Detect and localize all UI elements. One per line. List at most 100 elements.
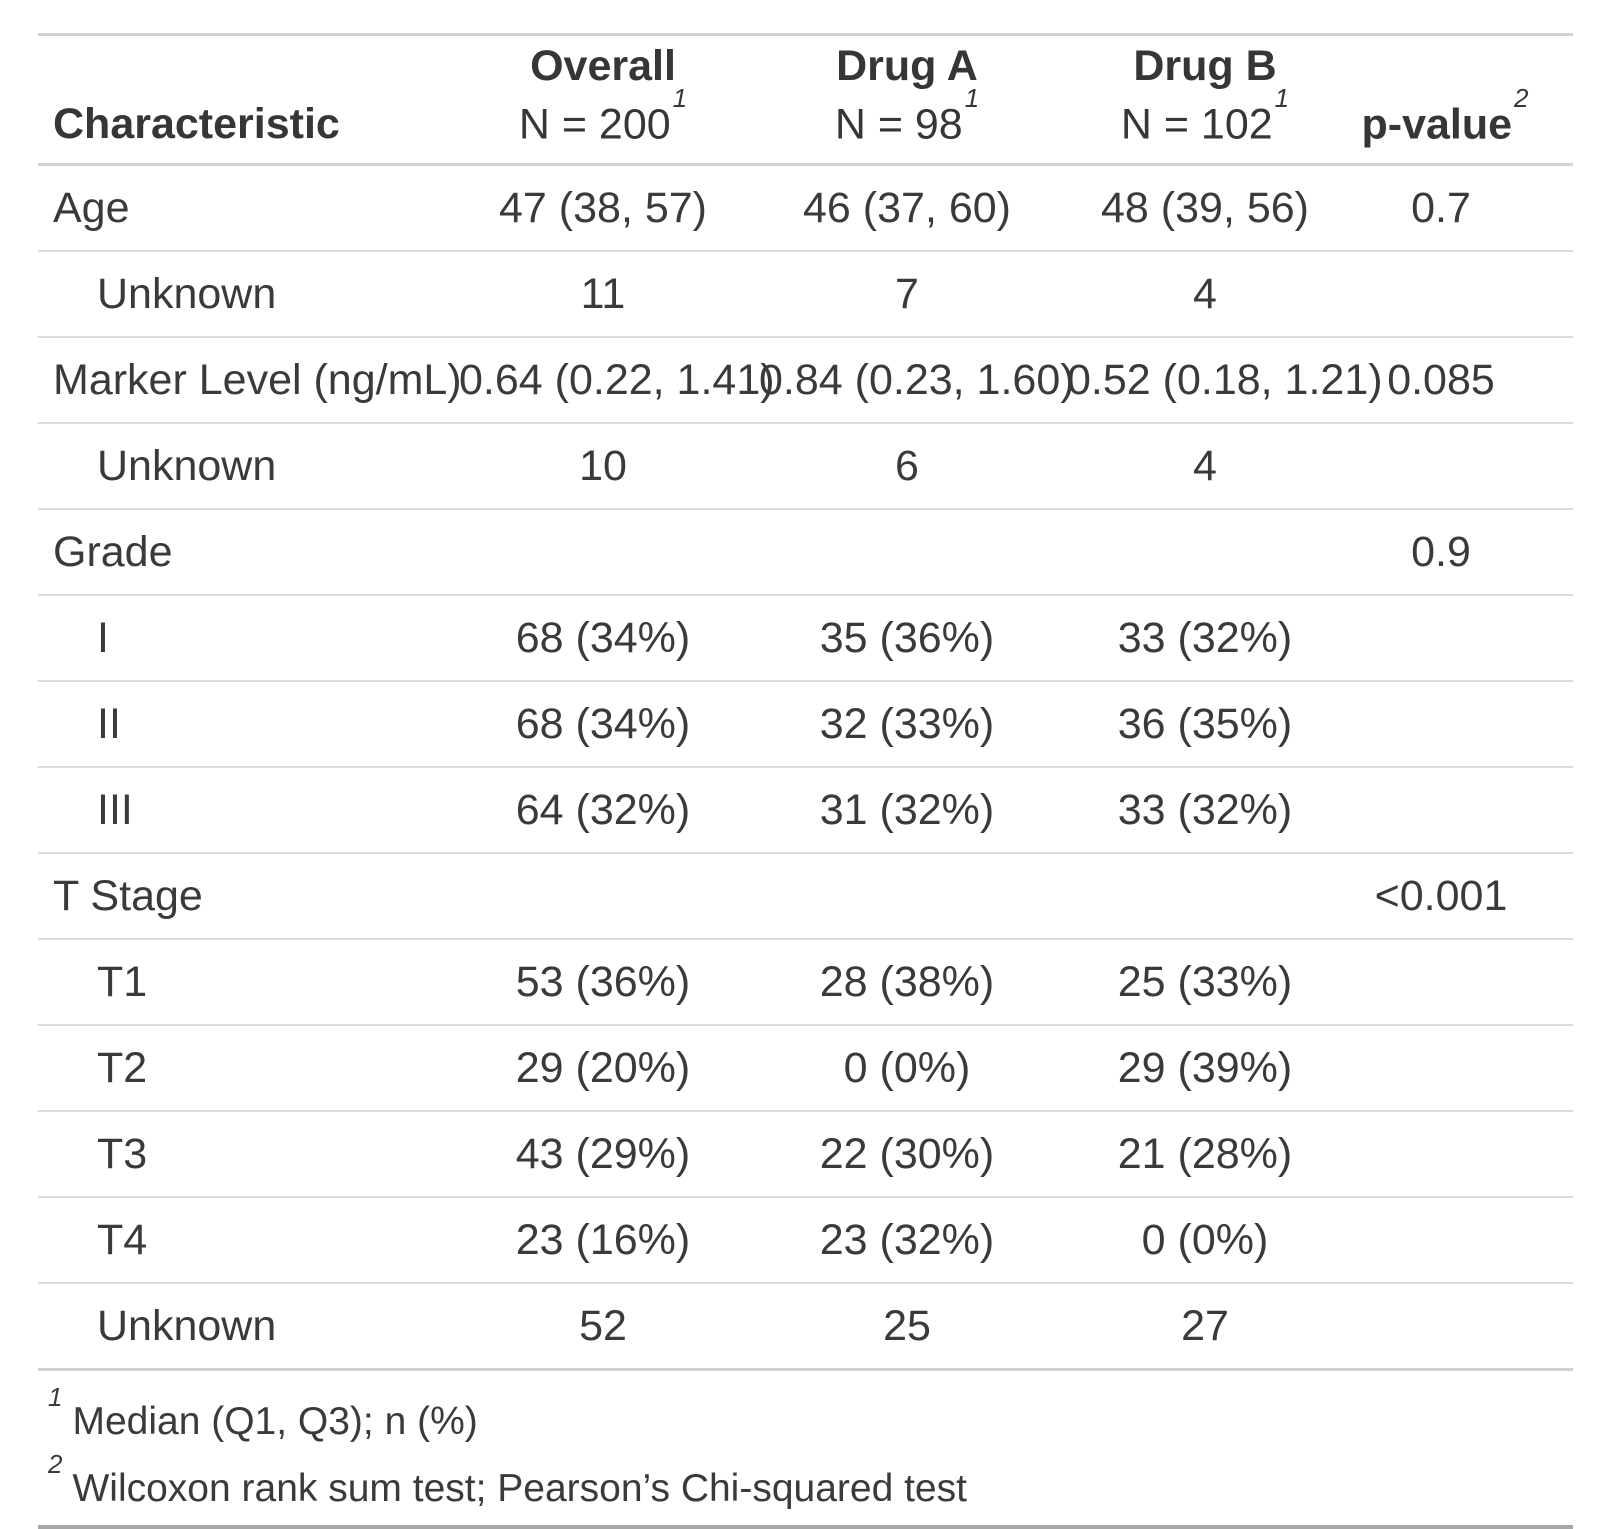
cell-drug-b: 4 — [1061, 251, 1349, 339]
cell-p-value — [1349, 1025, 1573, 1113]
footnote-1-text: Median (Q1, Q3); n (%) — [72, 1400, 478, 1444]
table-row-t3: T3 43 (29%) 22 (30%) 21 (28%) — [38, 1111, 1573, 1199]
cell-drug-a: 22 (30%) — [753, 1111, 1061, 1199]
col-header-overall: Overall N = 2001 — [453, 32, 753, 167]
cell-overall: 68 (34%) — [453, 681, 753, 769]
cell-p-value — [1349, 251, 1573, 339]
cell-drug-a: 0 (0%) — [753, 1025, 1061, 1113]
cell-drug-b: 25 (33%) — [1061, 939, 1349, 1027]
p-value-header-text: p-value — [1361, 100, 1513, 149]
table-row-t1: T1 53 (36%) 28 (38%) 25 (33%) — [38, 939, 1573, 1027]
col-header-drug-b: Drug B N = 1021 — [1061, 32, 1349, 167]
cell-drug-a: 46 (37, 60) — [753, 164, 1061, 253]
cell-drug-b: 48 (39, 56) — [1061, 164, 1349, 253]
cell-drug-b — [1061, 853, 1349, 941]
footnote-mark-icon: 1 — [964, 82, 980, 113]
row-label: Marker Level (ng/mL) — [38, 337, 462, 425]
cell-p-value: 0.9 — [1349, 509, 1573, 597]
col-header-characteristic: Characteristic — [38, 32, 453, 167]
col-header-overall-n: N = 2001 — [461, 83, 745, 149]
summary-table: Characteristic Overall N = 2001 Drug A N… — [38, 32, 1573, 1372]
row-label: Unknown — [38, 423, 453, 511]
row-label: Age — [38, 164, 453, 253]
cell-p-value — [1349, 1197, 1573, 1285]
cell-drug-a: 23 (32%) — [753, 1197, 1061, 1285]
cell-drug-b: 27 — [1061, 1283, 1349, 1372]
cell-overall: 43 (29%) — [453, 1111, 753, 1199]
col-header-drug-a-n: N = 981 — [761, 83, 1053, 149]
cell-drug-b: 0 (0%) — [1061, 1197, 1349, 1285]
footnote-mark-icon: 1 — [1274, 82, 1290, 113]
cell-p-value: 0.7 — [1349, 164, 1573, 253]
row-label: T1 — [38, 939, 453, 1027]
cell-drug-a: 31 (32%) — [753, 767, 1061, 855]
col-header-drug-b-n: N = 1021 — [1069, 83, 1341, 149]
table-row-age: Age 47 (38, 57) 46 (37, 60) 48 (39, 56) … — [38, 164, 1573, 253]
cell-drug-a: 7 — [753, 251, 1061, 339]
col-drug-a-n-text: N = 98 — [834, 100, 963, 149]
row-label: Unknown — [38, 251, 453, 339]
table-row-grade: Grade 0.9 — [38, 509, 1573, 597]
cell-drug-a: 35 (36%) — [753, 595, 1061, 683]
col-drug-b-n-text: N = 102 — [1120, 100, 1273, 149]
cell-drug-b — [1061, 509, 1349, 597]
cell-overall: 68 (34%) — [453, 595, 753, 683]
cell-drug-a — [753, 509, 1061, 597]
cell-drug-a: 0.84 (0.23, 1.60) — [753, 337, 1075, 425]
cell-drug-b: 33 (32%) — [1061, 595, 1349, 683]
row-label: T2 — [38, 1025, 453, 1113]
row-label: T4 — [38, 1197, 453, 1285]
footnote-2-text: Wilcoxon rank sum test; Pearson’s Chi-sq… — [72, 1467, 967, 1511]
table-body: Age 47 (38, 57) 46 (37, 60) 48 (39, 56) … — [38, 164, 1573, 1372]
cell-p-value — [1349, 1111, 1573, 1199]
col-header-drug-b-title: Drug B — [1133, 42, 1277, 90]
footnotes: 1 Median (Q1, Q3); n (%) 2 Wilcoxon rank s… — [38, 1371, 1573, 1529]
footnote-mark-icon: 1 — [672, 82, 688, 113]
row-label: I — [38, 595, 453, 683]
cell-p-value — [1349, 1283, 1573, 1372]
footnote-1: 1 Median (Q1, Q3); n (%) — [38, 1382, 1573, 1450]
cell-drug-a: 6 — [753, 423, 1061, 511]
cell-overall: 23 (16%) — [453, 1197, 753, 1285]
cell-p-value — [1349, 767, 1573, 855]
cell-p-value: 0.085 — [1349, 337, 1573, 425]
row-label: Grade — [38, 509, 453, 597]
col-overall-n-text: N = 200 — [518, 100, 671, 149]
cell-p-value — [1349, 939, 1573, 1027]
cell-drug-a: 32 (33%) — [753, 681, 1061, 769]
cell-drug-b: 33 (32%) — [1061, 767, 1349, 855]
cell-overall: 47 (38, 57) — [453, 164, 753, 253]
cell-p-value — [1349, 595, 1573, 683]
cell-drug-b: 36 (35%) — [1061, 681, 1349, 769]
cell-drug-a: 28 (38%) — [753, 939, 1061, 1027]
cell-overall: 53 (36%) — [453, 939, 753, 1027]
footnote-mark-icon: 2 — [1514, 82, 1529, 113]
table-row-t2: T2 29 (20%) 0 (0%) 29 (39%) — [38, 1025, 1573, 1113]
row-label: Unknown — [38, 1283, 453, 1372]
table-row-t-stage-unknown: Unknown 52 25 27 — [38, 1283, 1573, 1372]
col-header-drug-a-title: Drug A — [836, 42, 978, 90]
cell-p-value — [1349, 681, 1573, 769]
footnote-mark-icon: 1 — [48, 1382, 63, 1413]
col-header-overall-title: Overall — [530, 42, 676, 90]
col-header-drug-a: Drug A N = 981 — [753, 32, 1061, 167]
cell-p-value: <0.001 — [1349, 853, 1573, 941]
cell-overall: 10 — [453, 423, 753, 511]
row-label: III — [38, 767, 453, 855]
table-row-grade-iii: III 64 (32%) 31 (32%) 33 (32%) — [38, 767, 1573, 855]
table-row-t4: T4 23 (16%) 23 (32%) 0 (0%) — [38, 1197, 1573, 1285]
cell-overall: 0.64 (0.22, 1.41) — [453, 337, 775, 425]
table-row-age-unknown: Unknown 11 7 4 — [38, 251, 1573, 339]
cell-overall: 29 (20%) — [453, 1025, 753, 1113]
footnote-mark-icon: 2 — [48, 1449, 63, 1480]
footnote-2: 2 Wilcoxon rank sum test; Pearson’s Chi-s… — [38, 1449, 1573, 1517]
table-row-grade-i: I 68 (34%) 35 (36%) 33 (32%) — [38, 595, 1573, 683]
cell-overall — [453, 509, 753, 597]
cell-drug-b: 0.52 (0.18, 1.21) — [1061, 337, 1383, 425]
cell-drug-b: 29 (39%) — [1061, 1025, 1349, 1113]
cell-drug-b: 4 — [1061, 423, 1349, 511]
table-row-marker-level: Marker Level (ng/mL) 0.64 (0.22, 1.41) 0… — [38, 337, 1573, 425]
cell-drug-a — [753, 853, 1061, 941]
col-header-p-value: p-value2 — [1349, 32, 1573, 167]
